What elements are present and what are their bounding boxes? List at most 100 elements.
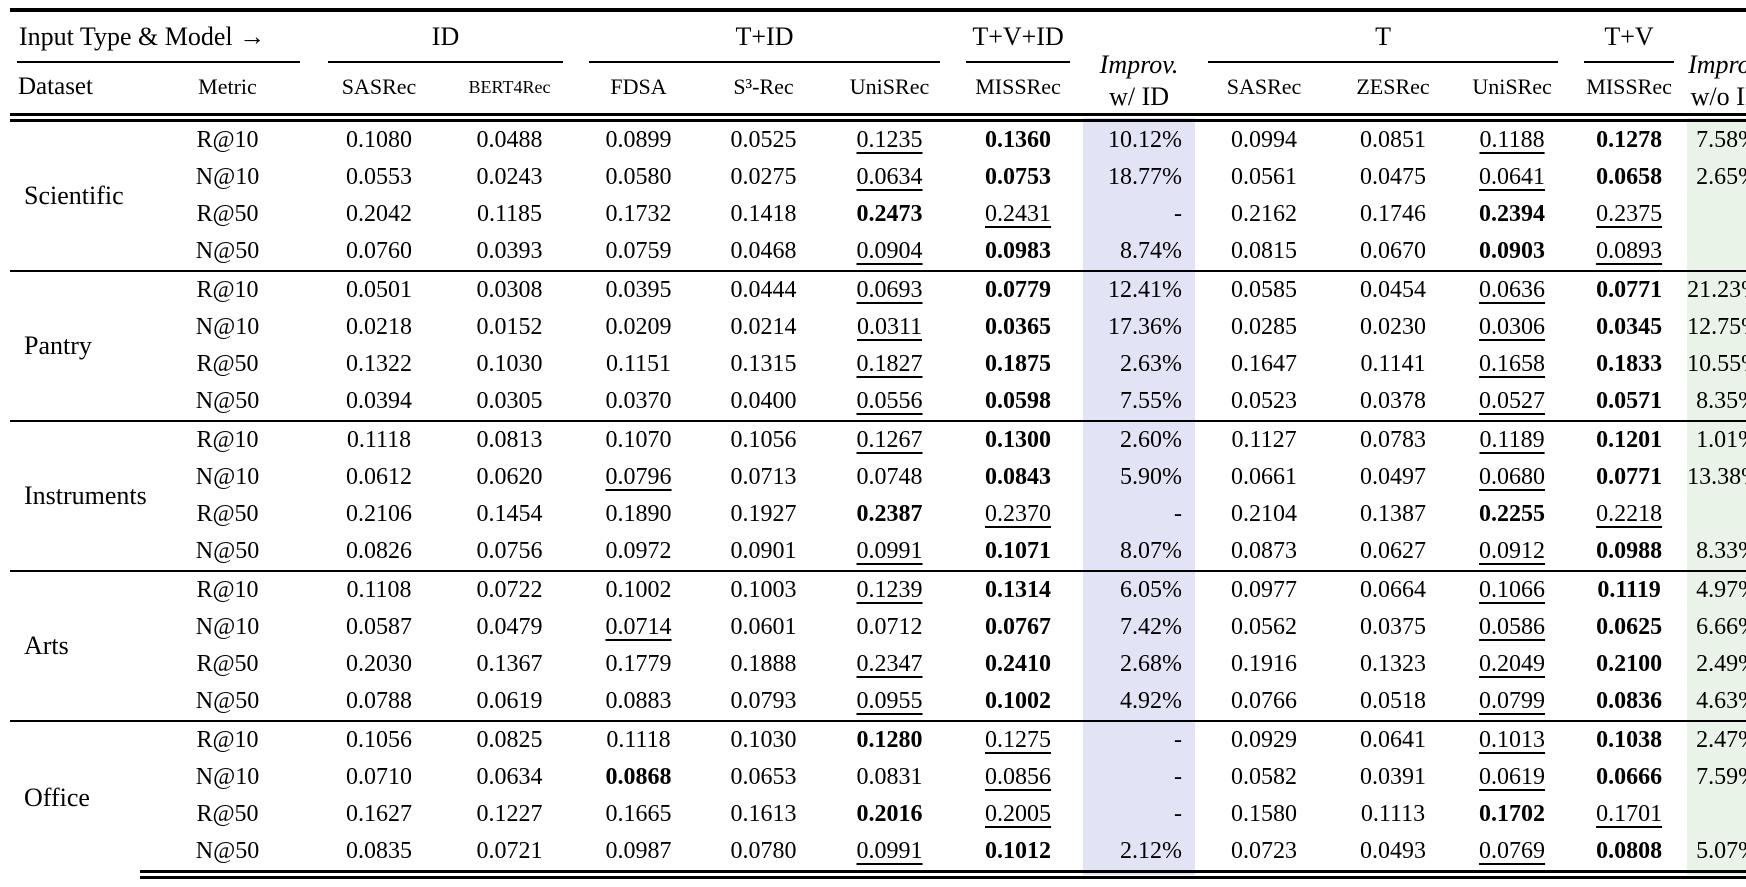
improv-without-id-cell: -: [1687, 196, 1746, 233]
value-cell: 0.0721: [443, 833, 576, 879]
model-header-unisrec-tid: UniSRec: [826, 64, 954, 122]
improv-with-id-cell: 7.55%: [1083, 383, 1196, 421]
table-row: Pantry R@10 0.0501 0.0308 0.0395 0.0444 0.0693…: [10, 270, 1746, 421]
improv-without-id-cell: 2.47%: [1687, 720, 1746, 759]
group-header-t-v: T+V: [1571, 10, 1687, 64]
value-cell: 0.0527: [1479, 388, 1546, 414]
value-cell: 0.0585: [1195, 270, 1334, 309]
table-row: N@10 0.0710 0.0634 0.0868 0.0653 0.0831 0.0856…: [10, 759, 1746, 796]
value-cell: 0.0756: [476, 538, 543, 564]
value-cell: 0.0214: [730, 314, 797, 340]
value-cell: 0.0666: [1596, 764, 1663, 790]
value-cell: 0.0987: [576, 833, 701, 879]
value-cell: 0.0275: [730, 164, 797, 190]
value-cell: 0.0598: [985, 388, 1052, 414]
value-cell: 0.1275: [953, 720, 1084, 759]
value-cell: 0.0571: [1596, 388, 1663, 414]
value-cell: 0.0209: [605, 314, 672, 340]
value-cell: 0.1280: [826, 720, 954, 759]
model-header-missrec-tv: MISSRec: [1571, 64, 1688, 122]
value-cell: 0.0627: [1360, 538, 1427, 564]
table-body: Scientific R@10 0.1080 0.0488 0.0899 0.0525 0.…: [10, 117, 1746, 879]
value-cell: 0.0873: [1231, 538, 1298, 564]
improv-with-id-header: Improv. w/ ID: [1083, 10, 1196, 122]
value-cell: 0.0856: [985, 764, 1052, 790]
improv-with-id-cell: 2.12%: [1083, 833, 1196, 879]
improv-with-id-cell: 4.92%: [1083, 683, 1196, 721]
value-cell: 0.0788: [346, 688, 412, 714]
value-cell: 0.1188: [1479, 127, 1545, 153]
value-cell: 0.2473: [856, 201, 923, 227]
group-header-t-v-id: T+V+ID: [953, 10, 1083, 64]
value-cell: 0.0391: [1360, 764, 1427, 790]
model-header-s3rec: S³-Rec: [701, 64, 826, 122]
value-cell: 0.0955: [856, 688, 923, 714]
value-cell: 0.1227: [476, 801, 543, 827]
value-cell: 0.2030: [346, 651, 412, 677]
value-cell: 0.1665: [605, 801, 672, 827]
value-cell: 0.0769: [1453, 833, 1572, 879]
improv-without-id-cell: 1.01%: [1687, 420, 1746, 459]
value-cell: 0.0582: [1231, 764, 1298, 790]
metric-label: R@10: [140, 420, 315, 459]
model-header-fdsa: FDSA: [576, 64, 701, 122]
value-cell: 0.2410: [985, 651, 1052, 677]
table-row: N@50 0.0788 0.0619 0.0883 0.0793 0.0955 0.1002…: [10, 683, 1746, 721]
value-cell: 0.0753: [985, 164, 1052, 190]
improv-without-id-cell: -: [1687, 796, 1746, 833]
value-cell: 0.0285: [1231, 314, 1298, 340]
value-cell: 0.0370: [605, 388, 672, 414]
dataset-label: Office: [10, 720, 140, 875]
metric-label: R@50: [196, 201, 259, 227]
improv-without-id-cell: 13.38%: [1687, 459, 1746, 496]
value-cell: 0.0620: [476, 464, 543, 490]
value-cell: 0.0780: [701, 833, 826, 879]
improv-without-id-cell: -: [1687, 496, 1746, 533]
value-cell: 0.1701: [1596, 801, 1663, 827]
value-cell: 0.0972: [605, 538, 672, 564]
value-cell: 0.2375: [1596, 201, 1663, 227]
dataset-label: Pantry: [10, 270, 140, 421]
table-row: Office R@10 0.1056 0.0825 0.1118 0.1030 0.1280…: [10, 720, 1746, 875]
improv-with-id-cell: 12.41%: [1083, 270, 1196, 309]
value-cell: 0.0305: [476, 388, 543, 414]
value-cell: 0.0306: [1479, 314, 1546, 340]
value-cell: 0.0904: [856, 238, 923, 264]
value-cell: 0.1580: [1231, 801, 1298, 827]
value-cell: 0.1833: [1596, 351, 1663, 377]
value-cell: 0.1613: [730, 801, 797, 827]
metric-label: N@50: [140, 833, 315, 879]
improv-with-id-cell: -: [1083, 720, 1196, 759]
value-cell: 0.0851: [1360, 127, 1427, 153]
value-cell: 0.1056: [315, 720, 443, 759]
value-cell: 0.1066: [1453, 570, 1572, 609]
value-cell: 0.0553: [346, 164, 412, 190]
value-cell: 0.0664: [1333, 570, 1454, 609]
value-cell: 0.0903: [1479, 238, 1546, 264]
value-cell: 0.2005: [985, 801, 1052, 827]
value-cell: 0.0826: [346, 538, 412, 564]
model-header-zesrec: ZESRec: [1333, 64, 1454, 122]
value-cell: 0.0748: [856, 464, 923, 490]
value-cell: 0.1201: [1571, 420, 1688, 459]
table-row: N@10 0.0587 0.0479 0.0714 0.0601 0.0712 0.0767…: [10, 609, 1746, 646]
improv-with-id-cell: 7.42%: [1083, 609, 1196, 646]
value-cell: 0.0488: [476, 127, 543, 153]
value-cell: 0.0444: [701, 270, 826, 309]
improv-with-id-cell: -: [1083, 496, 1196, 533]
value-cell: 0.0641: [1479, 164, 1546, 190]
table-row: R@50 0.2106 0.1454 0.1890 0.1927 0.2387 0.2370…: [10, 496, 1746, 533]
value-cell: 0.0893: [1596, 238, 1663, 264]
improv-without-id-cell: 2.49%: [1687, 646, 1746, 683]
table-row: N@50 0.0826 0.0756 0.0972 0.0901 0.0991 0.1071…: [10, 533, 1746, 571]
table-row: N@10 0.0218 0.0152 0.0209 0.0214 0.0311 0.0365…: [10, 309, 1746, 346]
metric-label: N@10: [195, 464, 260, 490]
value-cell: 0.1013: [1453, 720, 1572, 759]
value-cell: 0.0311: [856, 314, 923, 340]
value-cell: 0.0634: [856, 164, 923, 190]
value-cell: 0.1012: [953, 833, 1084, 879]
improv-with-id-cell: 5.90%: [1083, 459, 1196, 496]
value-cell: 0.2394: [1479, 201, 1546, 227]
value-cell: 0.1890: [605, 501, 672, 527]
